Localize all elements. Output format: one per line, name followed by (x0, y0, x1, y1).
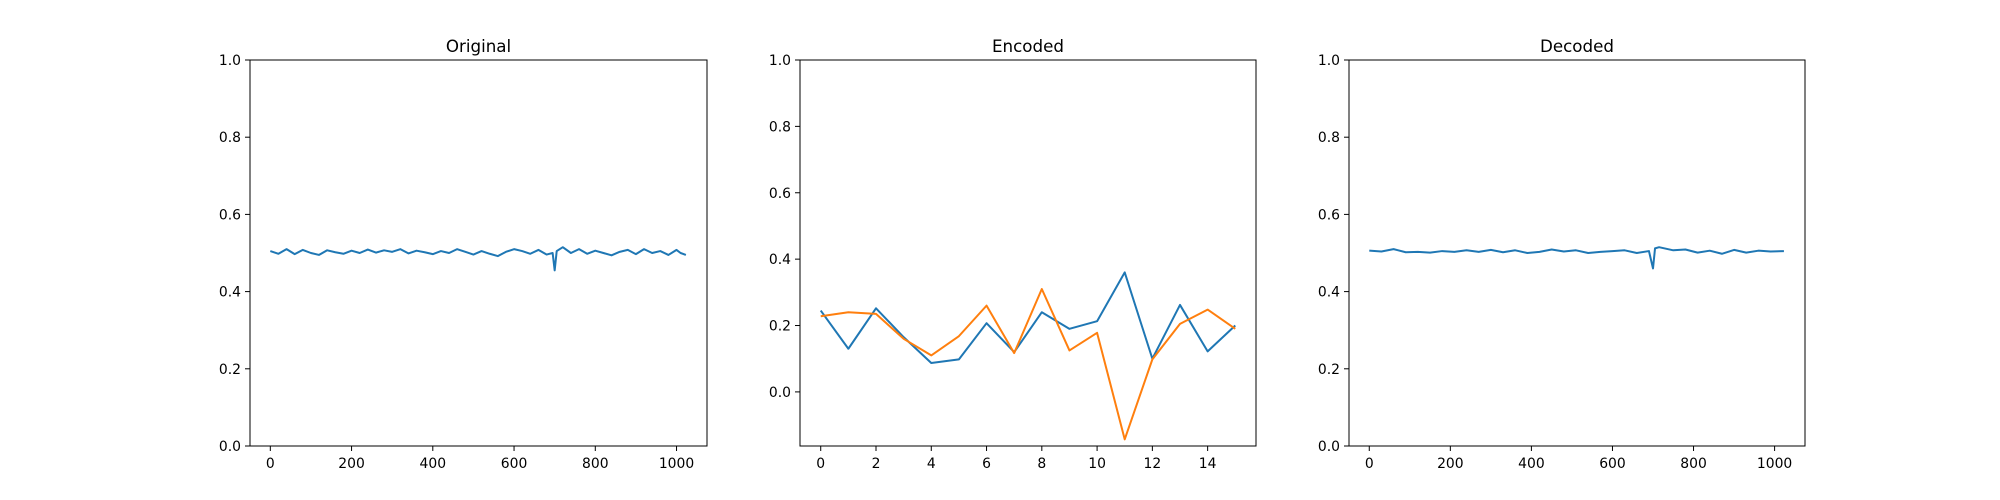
y-tick-label: 0.2 (1318, 362, 1340, 378)
plot-title: Encoded (992, 36, 1064, 56)
series-line-0 (269, 246, 687, 272)
axes-frame (249, 59, 708, 447)
subplot-2: 0 200 400 600 800 1000 0.0 0.2 0.4 0.6 0.8 1.0 Decod… (1318, 36, 1806, 472)
y-tick-label: 1.0 (1318, 53, 1340, 69)
x-tick-label: 400 (420, 456, 447, 472)
subplot-0: 0 200 400 600 800 1000 0.0 0.2 0.4 0.6 0.8 1.0 Origi… (219, 36, 708, 472)
x-tick-label: 14 (1199, 456, 1217, 472)
plot-title: Decoded (1540, 36, 1614, 56)
x-tick-label: 8 (1037, 456, 1046, 472)
plot-title: Original (446, 36, 511, 56)
x-tick-label: 0 (266, 456, 275, 472)
axes-frame (1348, 59, 1806, 447)
x-tick-label: 800 (582, 456, 609, 472)
y-tick-label: 1.0 (769, 53, 791, 69)
x-tick-label: 0 (816, 456, 825, 472)
y-tick-label: 0.2 (219, 362, 241, 378)
y-tick-label: 0.6 (1318, 207, 1340, 223)
y-tick-label: 0.4 (769, 252, 791, 268)
y-tick-label: 0.0 (219, 439, 241, 455)
x-tick-label: 1000 (1757, 456, 1792, 472)
y-tick-label: 0.8 (1318, 130, 1340, 146)
x-tick-label: 0 (1365, 456, 1374, 472)
y-tick-label: 0.0 (769, 385, 791, 401)
y-tick-label: 0.8 (769, 119, 791, 135)
x-tick-label: 10 (1088, 456, 1106, 472)
x-tick-label: 200 (338, 456, 365, 472)
y-tick-label: 0.4 (1318, 285, 1340, 301)
x-tick-label: 800 (1680, 456, 1707, 472)
series-line-1 (820, 288, 1236, 441)
y-tick-label: 0.4 (219, 285, 241, 301)
y-tick-label: 0.0 (1318, 439, 1340, 455)
x-tick-label: 1000 (659, 456, 694, 472)
x-tick-label: 12 (1144, 456, 1162, 472)
x-tick-label: 600 (501, 456, 528, 472)
axes-frame (799, 59, 1257, 447)
x-tick-label: 400 (1518, 456, 1545, 472)
y-tick-label: 0.6 (769, 186, 791, 202)
x-tick-label: 200 (1437, 456, 1464, 472)
y-tick-label: 0.2 (769, 319, 791, 335)
y-tick-label: 0.8 (219, 130, 241, 146)
y-tick-label: 1.0 (219, 53, 241, 69)
x-tick-label: 6 (982, 456, 991, 472)
x-tick-label: 2 (872, 456, 881, 472)
x-tick-label: 4 (927, 456, 936, 472)
subplot-1: 0 2 4 6 8 10 12 14 0.0 0.2 0.4 0.6 0.8 1.0 Encoded (769, 36, 1257, 472)
x-tick-label: 600 (1599, 456, 1626, 472)
series-line-0 (819, 271, 1236, 365)
y-tick-label: 0.6 (219, 207, 241, 223)
series-line-0 (1369, 246, 1784, 270)
